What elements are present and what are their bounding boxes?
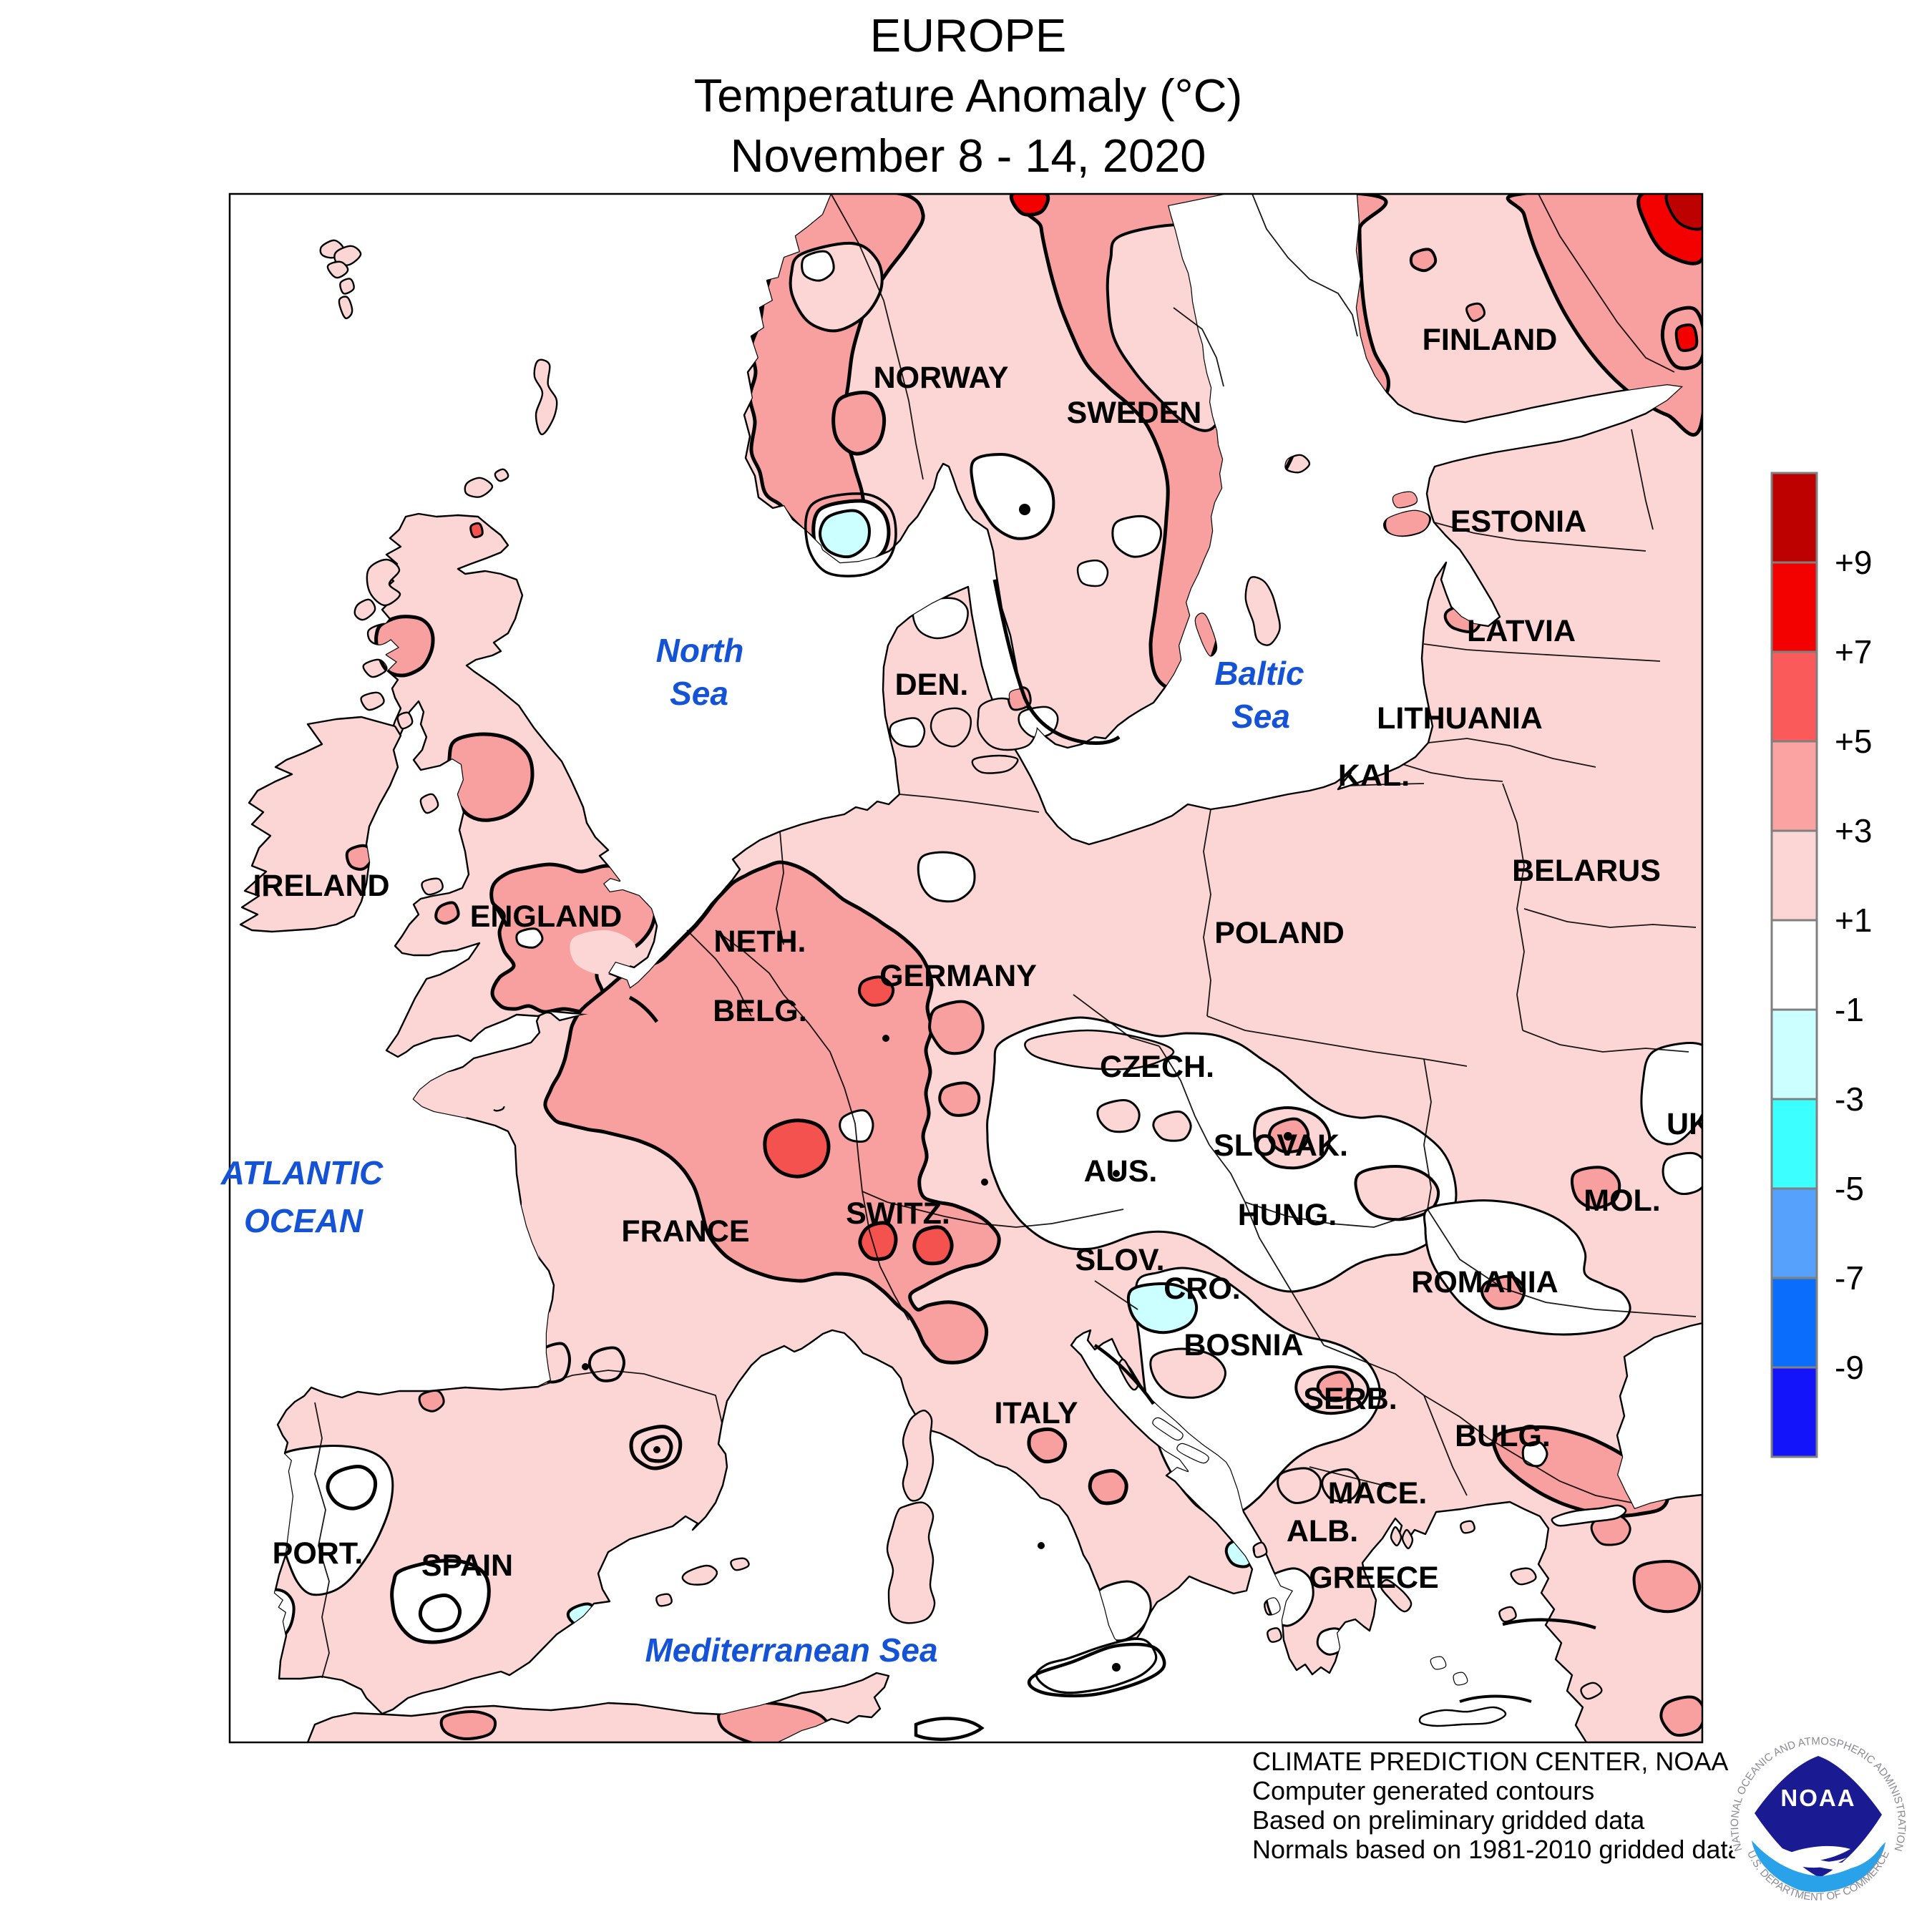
svg-text:ROMANIA: ROMANIA	[1411, 1265, 1558, 1299]
svg-text:North: North	[656, 632, 744, 669]
svg-text:NORWAY: NORWAY	[874, 361, 1009, 395]
svg-text:-3: -3	[1835, 1080, 1864, 1118]
svg-text:Baltic: Baltic	[1214, 655, 1304, 692]
svg-text:EUROPE: EUROPE	[870, 9, 1067, 62]
svg-text:Temperature Anomaly (°C): Temperature Anomaly (°C)	[694, 69, 1243, 122]
svg-text:ESTONIA: ESTONIA	[1450, 504, 1586, 539]
svg-text:PORT.: PORT.	[273, 1536, 364, 1571]
svg-text:Mediterranean Sea: Mediterranean Sea	[645, 1631, 937, 1669]
svg-text:POLAND: POLAND	[1214, 916, 1345, 950]
svg-text:+9: +9	[1835, 544, 1872, 581]
svg-text:GERMANY: GERMANY	[879, 959, 1037, 993]
svg-text:SWITZ.: SWITZ.	[846, 1196, 950, 1231]
svg-text:+3: +3	[1835, 812, 1872, 849]
svg-text:SLOVAK.: SLOVAK.	[1214, 1128, 1348, 1163]
svg-text:SERB.: SERB.	[1303, 1382, 1397, 1416]
svg-text:LATVIA: LATVIA	[1467, 614, 1576, 648]
svg-text:NETH.: NETH.	[714, 924, 806, 959]
svg-text:Normals based on 1981-2010 gri: Normals based on 1981-2010 gridded data	[1252, 1835, 1742, 1864]
svg-text:NOAA: NOAA	[1780, 1785, 1855, 1811]
svg-text:OCEAN: OCEAN	[244, 1202, 364, 1239]
svg-text:Computer generated contours: Computer generated contours	[1252, 1776, 1594, 1805]
svg-text:SWEDEN: SWEDEN	[1067, 396, 1202, 430]
svg-text:KAL.: KAL.	[1338, 758, 1410, 793]
svg-text:FINLAND: FINLAND	[1423, 323, 1558, 357]
svg-text:Based on preliminary gridded d: Based on preliminary gridded data	[1252, 1805, 1645, 1835]
svg-text:+7: +7	[1835, 633, 1872, 670]
svg-text:IRELAND: IRELAND	[253, 869, 389, 903]
svg-text:FRANCE: FRANCE	[621, 1214, 749, 1249]
svg-text:HUNG.: HUNG.	[1238, 1198, 1337, 1232]
svg-text:-5: -5	[1835, 1170, 1864, 1207]
svg-text:BELARUS: BELARUS	[1512, 854, 1661, 888]
svg-text:SLOV.: SLOV.	[1075, 1243, 1164, 1277]
svg-text:BOSNIA: BOSNIA	[1184, 1328, 1303, 1362]
svg-text:GREECE: GREECE	[1309, 1561, 1439, 1595]
svg-text:BULG.: BULG.	[1455, 1419, 1551, 1453]
svg-text:+5: +5	[1835, 723, 1872, 760]
svg-text:MOL.: MOL.	[1584, 1184, 1660, 1218]
svg-text:ALB.: ALB.	[1287, 1514, 1358, 1548]
svg-text:LITHUANIA: LITHUANIA	[1377, 701, 1543, 736]
svg-text:DEN.: DEN.	[895, 668, 969, 702]
svg-text:Sea: Sea	[670, 675, 728, 712]
svg-text:BELG.: BELG.	[713, 994, 806, 1028]
svg-text:CLIMATE PREDICTION CENTER, NOA: CLIMATE PREDICTION CENTER, NOAA	[1252, 1747, 1728, 1776]
svg-text:MACE.: MACE.	[1328, 1476, 1428, 1511]
svg-text:ITALY: ITALY	[994, 1396, 1078, 1430]
svg-text:November 8 - 14, 2020: November 8 - 14, 2020	[731, 130, 1206, 182]
svg-text:+1: +1	[1835, 902, 1872, 939]
svg-text:-1: -1	[1835, 991, 1864, 1028]
svg-text:-9: -9	[1835, 1349, 1864, 1386]
svg-text:ENGLAND: ENGLAND	[470, 899, 623, 934]
svg-text:Sea: Sea	[1231, 698, 1290, 735]
svg-text:ATLANTIC: ATLANTIC	[220, 1154, 384, 1191]
svg-text:UK: UK	[1667, 1107, 1711, 1141]
svg-text:AUS.: AUS.	[1084, 1154, 1158, 1189]
svg-text:-7: -7	[1835, 1259, 1864, 1297]
svg-text:CZECH.: CZECH.	[1100, 1050, 1214, 1084]
svg-text:CRO.: CRO.	[1163, 1272, 1241, 1306]
svg-text:SPAIN: SPAIN	[421, 1548, 513, 1583]
